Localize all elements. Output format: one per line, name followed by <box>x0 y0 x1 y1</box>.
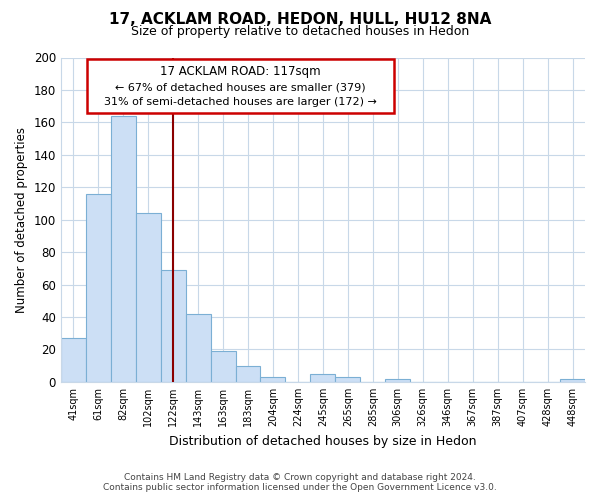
Text: Size of property relative to detached houses in Hedon: Size of property relative to detached ho… <box>131 25 469 38</box>
Text: 17 ACKLAM ROAD: 117sqm: 17 ACKLAM ROAD: 117sqm <box>160 66 320 78</box>
Bar <box>211 351 236 382</box>
Bar <box>161 270 185 382</box>
Bar <box>310 374 335 382</box>
Text: ← 67% of detached houses are smaller (379): ← 67% of detached houses are smaller (37… <box>115 82 365 92</box>
Bar <box>236 366 260 382</box>
Bar <box>61 338 86 382</box>
Bar <box>335 377 361 382</box>
Bar <box>136 213 161 382</box>
X-axis label: Distribution of detached houses by size in Hedon: Distribution of detached houses by size … <box>169 434 476 448</box>
FancyBboxPatch shape <box>87 59 394 112</box>
Bar <box>260 377 286 382</box>
Bar <box>385 378 410 382</box>
Text: 31% of semi-detached houses are larger (172) →: 31% of semi-detached houses are larger (… <box>104 97 377 107</box>
Text: Contains HM Land Registry data © Crown copyright and database right 2024.
Contai: Contains HM Land Registry data © Crown c… <box>103 473 497 492</box>
Bar <box>111 116 136 382</box>
Text: 17, ACKLAM ROAD, HEDON, HULL, HU12 8NA: 17, ACKLAM ROAD, HEDON, HULL, HU12 8NA <box>109 12 491 28</box>
Bar <box>185 314 211 382</box>
Bar <box>560 378 585 382</box>
Bar <box>86 194 111 382</box>
Y-axis label: Number of detached properties: Number of detached properties <box>15 126 28 312</box>
